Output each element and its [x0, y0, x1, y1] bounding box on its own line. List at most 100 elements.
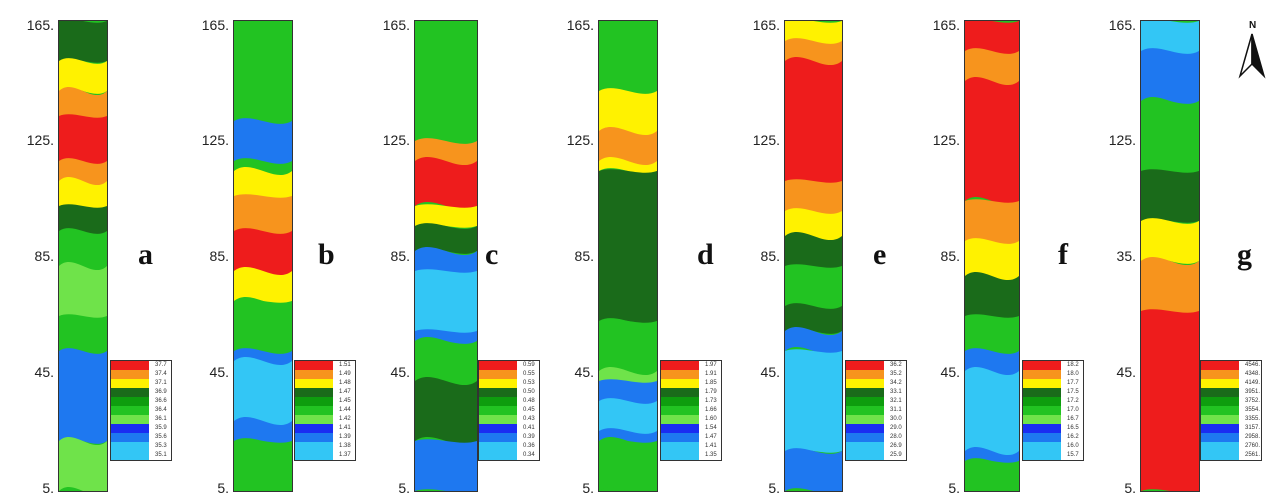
legend-value: 0.53 — [523, 380, 535, 386]
contour-band — [965, 459, 1019, 491]
axis-tick-label: 125. — [1108, 132, 1136, 148]
legend-row: 1.45 — [295, 397, 355, 406]
legend-swatch — [846, 433, 884, 442]
legend-value: 0.48 — [523, 398, 535, 404]
legend-swatch — [661, 361, 699, 370]
legend-value: 30.0 — [890, 416, 902, 422]
axis-tick-label: 5. — [768, 480, 780, 496]
legend-swatch — [295, 388, 333, 397]
legend-row: 36.9 — [111, 388, 171, 397]
legend-row: 1.54 — [661, 424, 721, 433]
legend-row: 0.53 — [479, 379, 539, 388]
contour-band — [1141, 96, 1199, 176]
color-legend: 0.59 0.55 0.53 0.50 0.48 0.45 0.43 0.41 0.39 0.36… — [478, 360, 540, 461]
legend-row: 37.1 — [111, 379, 171, 388]
legend-swatch — [1023, 370, 1061, 379]
legend-swatch — [295, 424, 333, 433]
legend-value: 36.4 — [155, 407, 167, 413]
axis-tick-label: 85. — [209, 248, 229, 264]
contour-band — [785, 326, 842, 356]
legend-swatch — [846, 370, 884, 379]
legend-value: 1.54 — [705, 425, 717, 431]
legend-value: 1.97 — [705, 362, 717, 368]
legend-swatch — [1023, 361, 1061, 370]
legend-row: 1.47 — [295, 388, 355, 397]
legend-row: 4149. — [1201, 379, 1261, 388]
legend-row: 31.1 — [846, 406, 906, 415]
axis-tick-label: 125. — [932, 132, 960, 148]
contour-band — [234, 439, 292, 491]
contour-band — [965, 366, 1019, 456]
contour-band — [59, 348, 107, 444]
legend-swatch — [846, 451, 884, 460]
legend-row: 15.7 — [1023, 451, 1083, 460]
legend-swatch — [111, 379, 149, 388]
legend-swatch — [111, 361, 149, 370]
legend-swatch — [479, 406, 517, 415]
legend-swatch — [479, 442, 517, 451]
legend-row: 0.43 — [479, 415, 539, 424]
legend-row: 0.59 — [479, 361, 539, 370]
legend-swatch — [661, 424, 699, 433]
legend-value: 0.41 — [523, 425, 535, 431]
legend-swatch — [111, 406, 149, 415]
legend-swatch — [111, 442, 149, 451]
legend-swatch — [1023, 388, 1061, 397]
legend-row: 0.45 — [479, 406, 539, 415]
legend-swatch — [111, 433, 149, 442]
legend-swatch — [295, 415, 333, 424]
contour-band — [234, 299, 292, 353]
legend-swatch — [846, 388, 884, 397]
contour-band — [1141, 309, 1199, 491]
legend-row: 1.41 — [661, 442, 721, 451]
legend-row: 35.1 — [111, 451, 171, 460]
legend-swatch — [1023, 442, 1061, 451]
contour-band — [599, 169, 657, 323]
contour-band — [785, 349, 842, 453]
legend-value: 15.7 — [1067, 452, 1079, 458]
legend-swatch — [1201, 424, 1239, 433]
legend-value: 0.36 — [523, 443, 535, 449]
legend-value: 4546. — [1245, 362, 1261, 368]
legend-value: 3554. — [1245, 407, 1261, 413]
legend-swatch — [846, 397, 884, 406]
legend-row: 16.7 — [1023, 415, 1083, 424]
legend-row: 1.38 — [295, 442, 355, 451]
legend-value: 26.9 — [890, 443, 902, 449]
axis-tick-label: 5. — [948, 480, 960, 496]
contour-band — [599, 318, 657, 374]
legend-row: 32.1 — [846, 397, 906, 406]
legend-row: 1.39 — [295, 433, 355, 442]
color-legend: 4546. 4348. 4149. 3951. 3752. 3554. 3355. 3157.… — [1200, 360, 1262, 461]
contour-strip-e — [784, 20, 843, 492]
legend-value: 33.1 — [890, 389, 902, 395]
legend-row: 0.41 — [479, 424, 539, 433]
contour-band — [415, 338, 477, 384]
legend-swatch — [295, 370, 333, 379]
legend-value: 1.44 — [339, 407, 351, 413]
legend-row: 16.2 — [1023, 433, 1083, 442]
legend-row: 36.4 — [111, 406, 171, 415]
legend-value: 35.9 — [155, 425, 167, 431]
legend-row: 37.7 — [111, 361, 171, 370]
color-legend: 1.97 1.91 1.85 1.79 1.73 1.66 1.60 1.54 1.47 1.41… — [660, 360, 722, 461]
legend-value: 37.7 — [155, 362, 167, 368]
legend-row: 3752. — [1201, 397, 1261, 406]
axis-tick-label: 85. — [34, 248, 54, 264]
contour-band — [785, 303, 842, 334]
legend-swatch — [661, 379, 699, 388]
contour-band — [1141, 256, 1199, 326]
axis-tick-label: 45. — [940, 364, 960, 380]
legend-value: 35.1 — [155, 452, 167, 458]
legend-swatch — [479, 451, 517, 460]
legend-value: 1.48 — [339, 380, 351, 386]
contour-band — [599, 398, 657, 434]
color-legend: 37.7 37.4 37.1 36.9 36.6 36.4 36.1 35.9 35.6 35.3… — [110, 360, 172, 461]
legend-swatch — [846, 406, 884, 415]
legend-swatch — [846, 415, 884, 424]
north-label: N — [1249, 20, 1257, 31]
legend-value: 0.59 — [523, 362, 535, 368]
legend-row: 2958. — [1201, 433, 1261, 442]
legend-value: 36.2 — [890, 362, 902, 368]
legend-swatch — [1201, 433, 1239, 442]
